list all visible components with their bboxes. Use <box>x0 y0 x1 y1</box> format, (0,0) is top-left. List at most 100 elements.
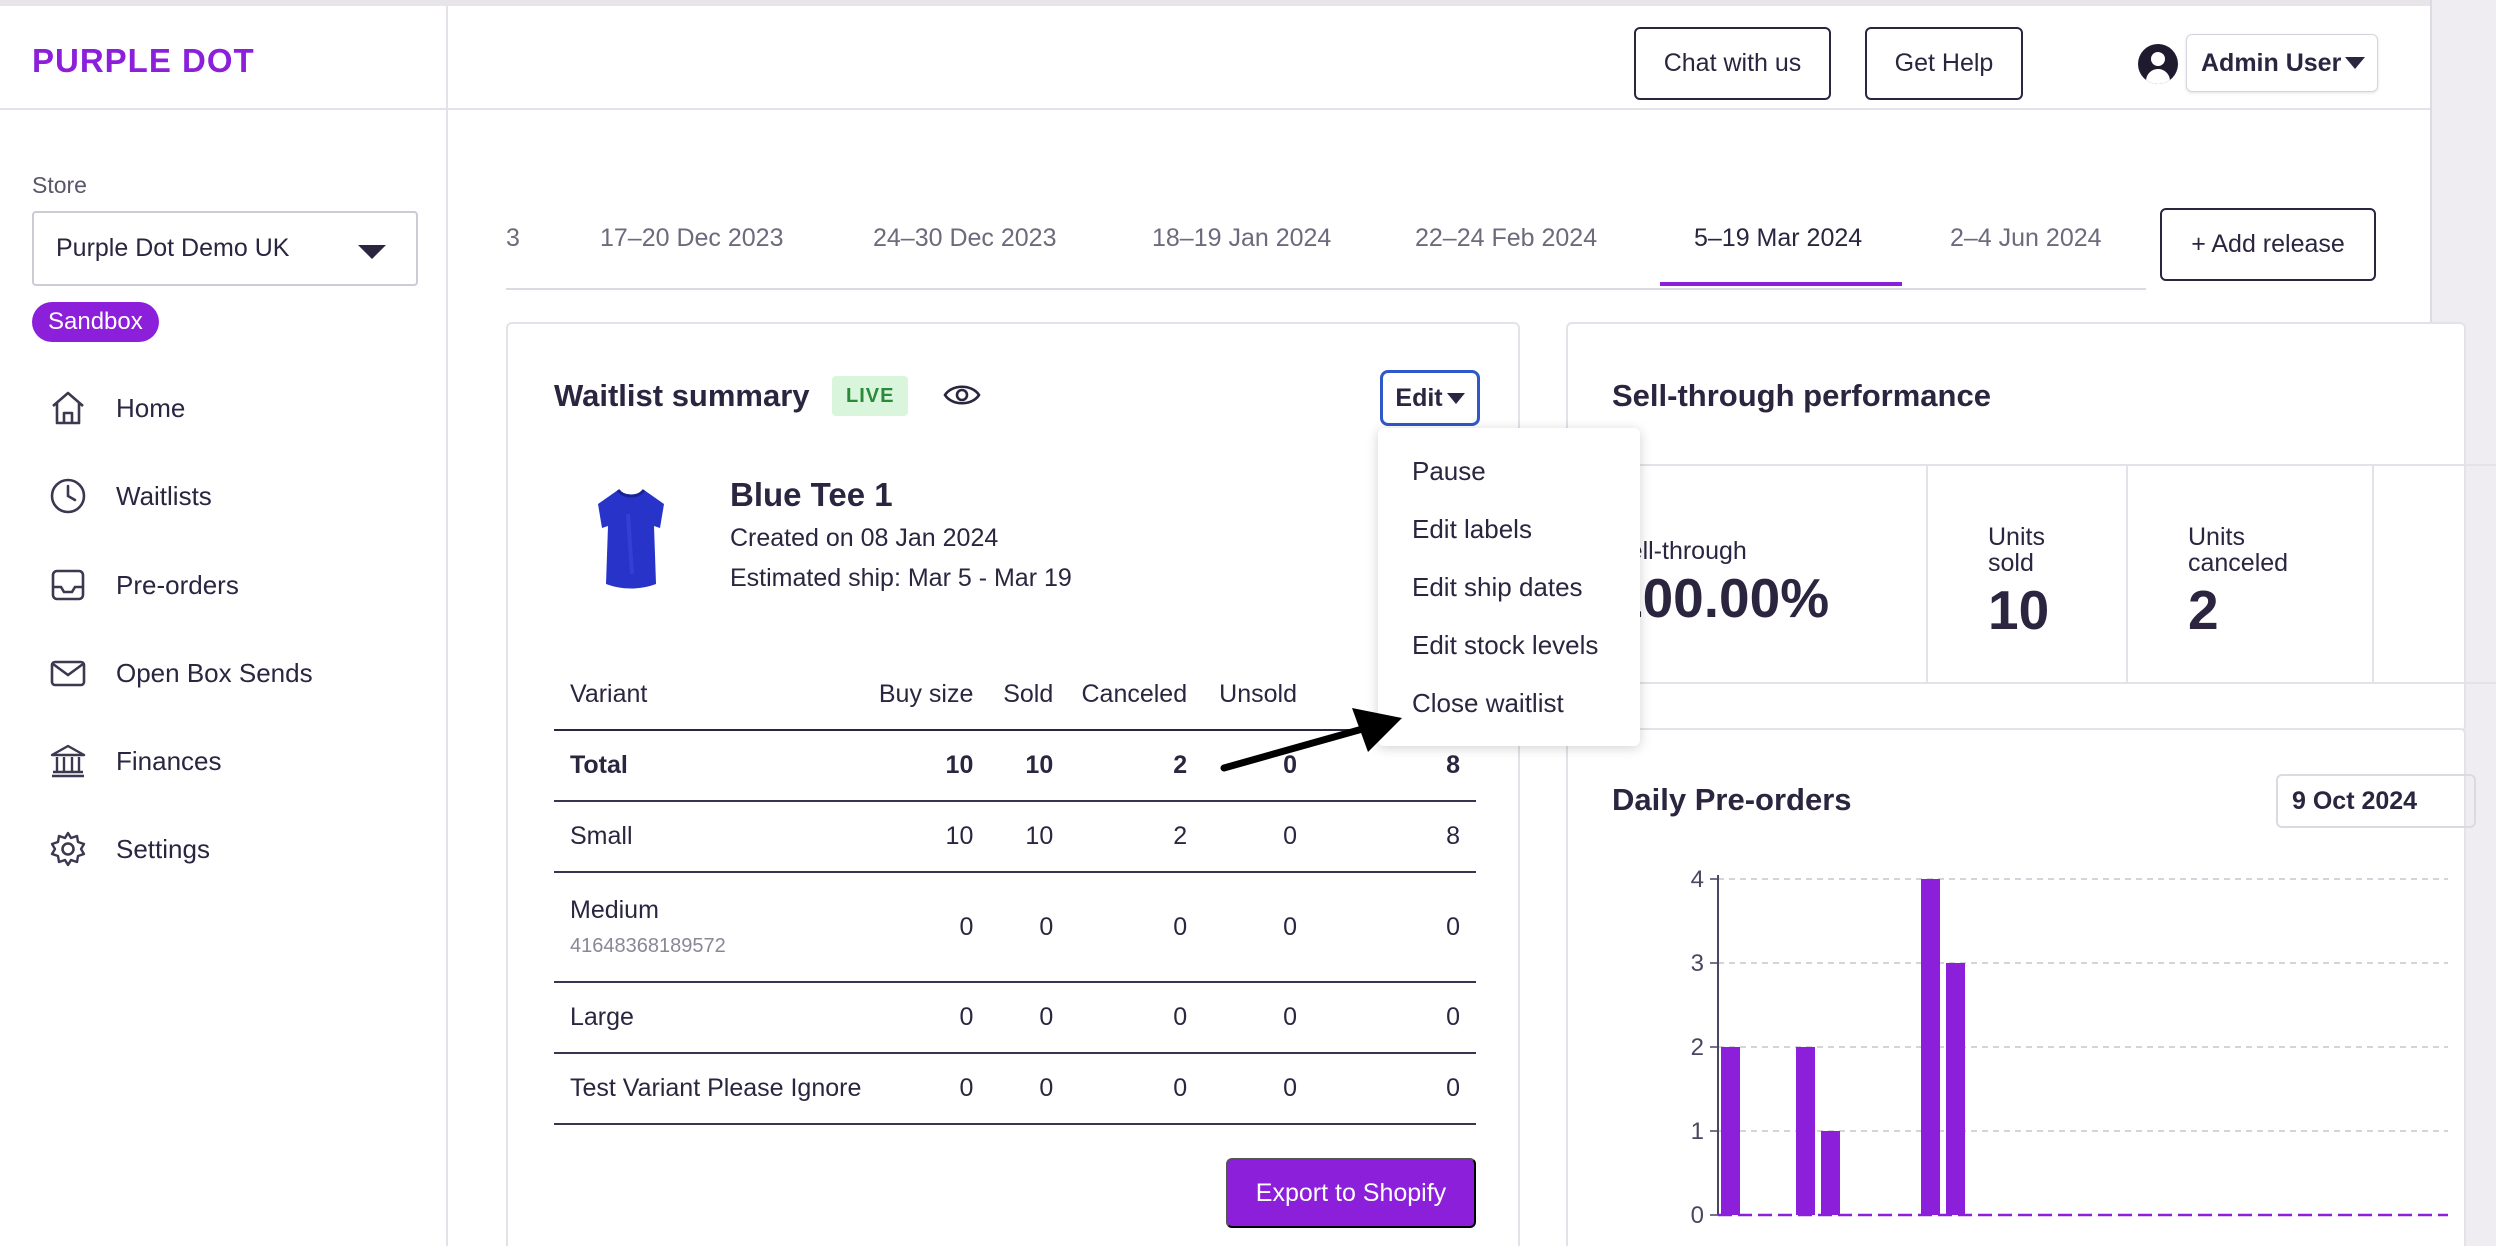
variant-name: Small <box>554 801 878 873</box>
metric-label: Units sold <box>1988 523 2045 577</box>
chevron-down-icon <box>358 245 386 259</box>
sidebar-item-home[interactable]: Home <box>48 380 428 436</box>
product-created-date: Created on 08 Jan 2024 <box>730 524 999 552</box>
table-row-total: Total 10 10 2 0 8 <box>554 730 1476 802</box>
sidebar-item-waitlists[interactable]: Waitlists <box>48 468 428 524</box>
menu-item-edit-stock-levels[interactable]: Edit stock levels <box>1412 630 1599 660</box>
table-row: Large 0 0 0 0 0 <box>554 982 1476 1054</box>
metric-value: 100.00% <box>1612 567 1830 629</box>
sidebar-item-label: Settings <box>116 833 210 864</box>
table-cell: 10 <box>989 730 1070 802</box>
sell-through-card: Sell-through performance Sell-through 10… <box>1566 322 2496 732</box>
metric-divider <box>1926 466 1928 684</box>
sidebar-item-label: Waitlists <box>116 480 212 511</box>
menu-item-edit-ship-dates[interactable]: Edit ship dates <box>1412 572 1583 602</box>
y-tick-label: 4 <box>1691 866 1704 893</box>
variant-name-cell: Medium 41648368189572 <box>554 872 878 983</box>
sidebar-item-settings[interactable]: Settings <box>48 821 428 877</box>
sell-through-metrics: Sell-through 100.00% Units sold 10 Units… <box>1612 464 2496 684</box>
metric-value: 10 <box>1988 579 2050 641</box>
table-cell: 0 <box>877 1053 990 1125</box>
user-avatar-icon[interactable] <box>2138 44 2178 84</box>
eye-icon[interactable] <box>942 380 982 410</box>
table-cell: 0 <box>877 872 990 983</box>
column-header: Sold <box>989 660 1070 731</box>
release-tab-active[interactable]: 5–19 Mar 2024 <box>1694 224 1863 252</box>
table-cell: 0 <box>1069 872 1204 983</box>
menu-item-close-waitlist[interactable]: Close waitlist <box>1412 688 1564 718</box>
variant-name: Large <box>554 982 878 1054</box>
release-tab[interactable]: 18–19 Jan 2024 <box>1152 224 1332 252</box>
table-cell: 0 <box>989 872 1070 983</box>
table-cell: 0 <box>1069 982 1204 1054</box>
export-to-shopify-button[interactable]: Export to Shopify <box>1226 1158 1476 1228</box>
sidebar-item-pre-orders[interactable]: Pre-orders <box>48 557 428 613</box>
variant-sku: 41648368189572 <box>570 935 726 957</box>
release-tab[interactable]: 3 <box>506 224 520 252</box>
chart-bar[interactable] <box>1946 963 1965 1215</box>
purple-dot-logo[interactable]: PURPLE DOT <box>32 42 255 79</box>
user-name: Admin User <box>2201 48 2342 77</box>
release-tab[interactable]: 24–30 Dec 2023 <box>873 224 1057 252</box>
add-release-button[interactable]: + Add release <box>2160 208 2376 281</box>
release-tab[interactable]: 22–24 Feb 2024 <box>1415 224 1598 252</box>
release-tabs: 3 17–20 Dec 2023 24–30 Dec 2023 18–19 Ja… <box>506 200 2146 290</box>
product-image <box>588 484 674 594</box>
chart-bar[interactable] <box>1821 1131 1840 1215</box>
chart-bar[interactable] <box>1921 879 1940 1215</box>
product-ship-estimate: Estimated ship: Mar 5 - Mar 19 <box>730 564 1072 592</box>
sidebar-item-label: Open Box Sends <box>116 657 313 688</box>
y-tick-label: 0 <box>1691 1202 1704 1229</box>
table-cell: 8 <box>1312 801 1476 873</box>
date-picker-button[interactable]: 9 Oct 2024 <box>2276 774 2476 828</box>
y-tick-label: 2 <box>1691 1034 1704 1061</box>
table-cell: 0 <box>1203 872 1313 983</box>
chart-bar[interactable] <box>1796 1047 1815 1215</box>
live-status-badge: LIVE <box>832 376 909 416</box>
y-tick-label: 1 <box>1691 1118 1704 1145</box>
table-cell: 0 <box>989 1053 1070 1125</box>
metric-label: Units canceled <box>2188 523 2289 577</box>
waitlist-summary-title: Waitlist summary <box>554 378 810 413</box>
column-header: Unsold <box>1203 660 1313 731</box>
mail-icon <box>48 653 88 693</box>
sidebar-item-open-box-sends[interactable]: Open Box Sends <box>48 645 428 701</box>
table-cell: 0 <box>1312 872 1476 983</box>
store-select-value: Purple Dot Demo UK <box>56 234 290 262</box>
active-tab-underline <box>1660 282 1902 286</box>
column-header: Canceled <box>1069 660 1204 731</box>
product-name: Blue Tee 1 <box>730 476 893 513</box>
table-cell: 10 <box>877 801 990 873</box>
table-cell: 2 <box>1069 730 1204 802</box>
table-cell: 0 <box>1203 801 1313 873</box>
top-border <box>0 0 2430 6</box>
sidebar-item-label: Finances <box>116 745 222 776</box>
variants-table: Variant Buy size Sold Canceled Unsold Ex… <box>554 660 1476 1125</box>
top-header: PURPLE DOT Chat with us Get Help Admin U… <box>0 6 2430 110</box>
chat-with-us-button[interactable]: Chat with us <box>1634 27 1831 100</box>
edit-label: Edit <box>1395 383 1443 412</box>
edit-dropdown-button[interactable]: Edit <box>1380 370 1480 426</box>
chevron-down-icon <box>1446 392 1465 404</box>
variant-name: Medium <box>570 896 659 924</box>
table-cell: 2 <box>1069 801 1204 873</box>
table-cell: 0 <box>1312 1053 1476 1125</box>
menu-item-pause[interactable]: Pause <box>1412 456 1486 486</box>
get-help-button[interactable]: Get Help <box>1865 27 2023 100</box>
metric-value: 2 <box>2188 579 2219 641</box>
menu-item-edit-labels[interactable]: Edit labels <box>1412 514 1532 544</box>
daily-preorders-title: Daily Pre-orders <box>1612 782 1852 817</box>
chart-bar[interactable] <box>1721 1047 1740 1215</box>
sidebar-divider <box>446 6 448 1246</box>
release-tab[interactable]: 2–4 Jun 2024 <box>1950 224 2102 252</box>
waitlist-summary-card: Waitlist summary LIVE Edit Blue Tee 1 Cr… <box>506 322 1520 1246</box>
user-menu-button[interactable]: Admin User <box>2186 34 2378 92</box>
home-icon <box>48 388 88 428</box>
release-tab[interactable]: 17–20 Dec 2023 <box>600 224 784 252</box>
sidebar-item-finances[interactable]: Finances <box>48 733 428 789</box>
store-select[interactable]: Purple Dot Demo UK <box>32 211 418 286</box>
gear-icon <box>48 829 88 869</box>
metric-divider <box>2126 466 2128 684</box>
daily-preorders-card: Daily Pre-orders 9 Oct 2024 0 1 2 3 4 <box>1566 728 2476 1246</box>
